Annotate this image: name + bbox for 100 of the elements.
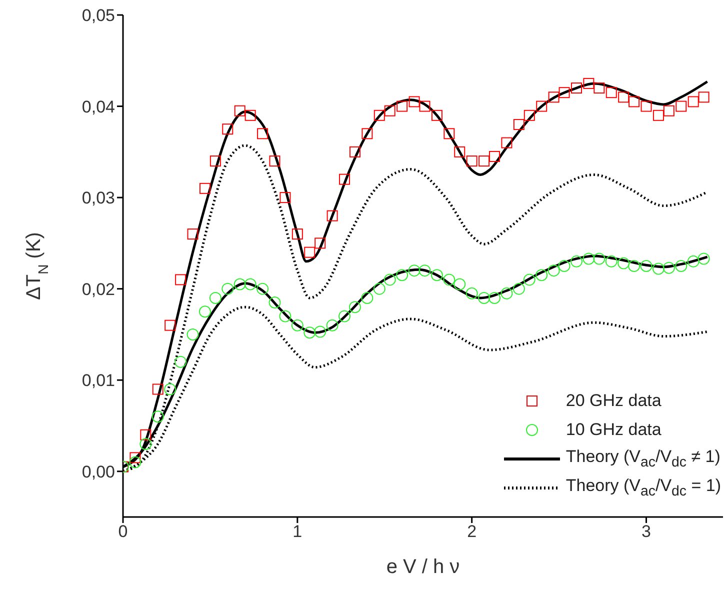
- point: [374, 110, 385, 121]
- point: [174, 356, 187, 368]
- point: [443, 274, 456, 286]
- point: [348, 301, 361, 314]
- point: [663, 105, 674, 116]
- point: [478, 156, 490, 167]
- point: [373, 282, 386, 295]
- point: [513, 119, 524, 130]
- point: [418, 264, 431, 277]
- point: [618, 257, 630, 270]
- point: [570, 255, 582, 268]
- point: [536, 269, 548, 282]
- point: [466, 287, 478, 300]
- point: [362, 128, 373, 140]
- point: [269, 156, 280, 167]
- x-tick-label: 2: [467, 522, 477, 542]
- point: [419, 100, 430, 112]
- point: [652, 110, 664, 121]
- point: [291, 319, 304, 332]
- point: [349, 146, 360, 158]
- point: [524, 110, 535, 121]
- point: [536, 100, 548, 112]
- point: [164, 320, 176, 331]
- point: [512, 282, 525, 295]
- point: [234, 105, 246, 116]
- point: [304, 246, 316, 258]
- y-tick-label: 0,05: [82, 6, 115, 26]
- point: [662, 262, 675, 274]
- point: [676, 100, 687, 112]
- point: [605, 255, 618, 268]
- point: [268, 296, 281, 309]
- point: [548, 264, 560, 277]
- point: [500, 287, 513, 300]
- legend-label: 10 GHz data: [566, 420, 662, 440]
- point: [628, 260, 640, 272]
- point: [488, 292, 501, 304]
- point: [606, 87, 617, 98]
- point: [523, 274, 536, 286]
- point: [583, 78, 594, 89]
- point: [199, 182, 210, 194]
- point: [210, 156, 221, 167]
- point: [454, 146, 466, 158]
- point: [466, 156, 478, 167]
- point: [501, 137, 512, 148]
- point: [187, 228, 198, 240]
- point: [408, 264, 420, 277]
- point: [234, 278, 246, 290]
- point: [384, 274, 396, 286]
- point: [222, 124, 234, 135]
- y-tick-label: 0,00: [82, 462, 115, 482]
- y-tick-label: 0,02: [82, 280, 115, 299]
- point: [396, 100, 408, 112]
- point: [548, 92, 560, 103]
- point: [408, 96, 420, 108]
- point: [140, 429, 152, 440]
- point: [130, 452, 141, 464]
- point: [698, 252, 710, 265]
- y-tick-label: 0,03: [82, 188, 115, 208]
- point: [326, 319, 338, 332]
- point: [314, 326, 326, 338]
- point: [314, 238, 326, 249]
- point: [396, 269, 408, 282]
- point: [570, 82, 582, 94]
- point: [292, 228, 303, 240]
- y-tick-label: 0,04: [82, 97, 115, 116]
- point: [361, 292, 374, 304]
- legend-label: 20 GHz data: [566, 390, 662, 410]
- point: [152, 410, 164, 423]
- point: [129, 456, 142, 468]
- y-tick-label: 0,01: [82, 371, 115, 390]
- point: [338, 310, 351, 322]
- point: [186, 328, 199, 340]
- x-axis-title: e V / h ν: [386, 556, 460, 578]
- point: [198, 306, 211, 318]
- point: [244, 278, 256, 290]
- point: [279, 310, 292, 322]
- point: [209, 292, 222, 304]
- point: [304, 326, 316, 339]
- point: [558, 260, 570, 272]
- point: [384, 105, 396, 116]
- legend-label: Theory (V$_{ac}$/V$_{dc}$ = 1): [566, 476, 721, 500]
- point: [594, 82, 605, 94]
- point: [687, 255, 700, 268]
- point: [640, 260, 652, 272]
- point: [257, 128, 268, 140]
- point: [256, 282, 269, 295]
- point: [478, 292, 490, 304]
- point: [688, 96, 699, 108]
- x-tick-label: 0: [118, 522, 128, 542]
- point: [222, 282, 234, 295]
- point: [628, 96, 640, 108]
- point: [454, 278, 466, 290]
- point: [152, 384, 164, 395]
- point: [593, 252, 606, 265]
- point: [280, 192, 291, 204]
- x-tick-label: 3: [642, 522, 651, 542]
- x-tick-label: 1: [292, 522, 302, 542]
- point: [652, 262, 664, 275]
- point: [489, 150, 500, 162]
- point: [582, 252, 595, 265]
